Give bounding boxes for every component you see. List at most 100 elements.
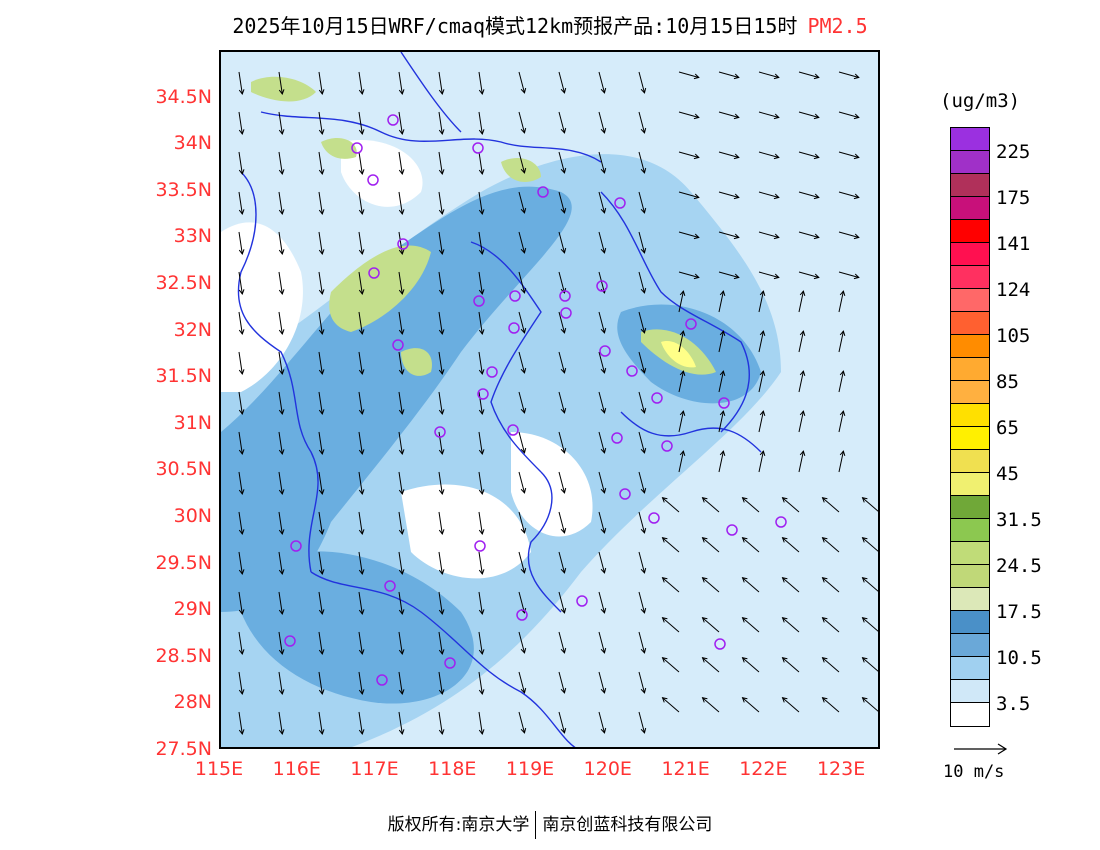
map-title: 2025年10月15日WRF/cmaq模式12km预报产品:10月15日15时 P… [0,10,1100,39]
wind-arrow [398,71,405,96]
wind-arrow [879,291,880,312]
wind-arrow [678,231,700,240]
wind-arrow [478,631,485,656]
wind-arrow [598,191,607,214]
wind-arrow [238,471,245,496]
wind-arrow [718,231,740,240]
wind-arrow [438,311,445,336]
lon-label: 123E [816,758,866,780]
wind-arrow [358,111,365,136]
map-canvas [221,52,880,747]
wind-arrow [318,511,325,536]
wind-arrow [518,711,527,734]
boundary-line [237,171,319,573]
wind-arrow [238,351,245,376]
colorbar-segment [951,657,989,680]
wind-arrow [678,410,686,433]
wind-arrow [781,697,800,713]
wind-arrow [598,391,607,414]
wind-arrow [518,311,527,334]
lat-label: 31N [173,411,212,434]
wind-arrow [718,330,726,353]
station-marker [516,609,528,621]
wind-arrow [358,231,365,256]
boundary-line [527,471,562,613]
wind-arrow [558,671,567,694]
wind-arrow [638,431,647,454]
wind-arrow [438,551,445,576]
wind-arrow [398,111,405,136]
wind-arrow [879,451,880,472]
wind-arrow [238,231,245,256]
wind-arrow [598,111,607,134]
station-marker [486,366,498,378]
wind-arrow [518,551,527,574]
station-marker [626,365,638,377]
title-main: 2025年10月15日WRF/cmaq模式12km预报产品:10月15日15时 [232,14,798,38]
wind-arrow [678,111,700,120]
wind-arrow [518,151,527,174]
colorbar-segment [951,634,989,657]
wind-arrow [861,697,878,712]
wind-arrow [879,112,880,119]
wind-arrow [638,511,647,534]
wind-arrow [638,391,647,414]
wind-arrow [701,537,720,553]
lat-label: 29N [173,598,212,621]
wind-arrow [678,450,686,473]
wind-arrow [638,271,647,294]
lat-label: 34N [173,132,212,155]
wind-arrow [358,671,365,696]
lat-label: 30.5N [155,458,212,481]
wind-arrow [518,191,527,214]
wind-arrow [879,272,880,279]
colorbar-label: 17.5 [996,601,1042,623]
wind-arrow [318,271,325,296]
wind-arrow [741,537,760,553]
colorbar-label: 225 [996,141,1031,163]
wind-arrow [318,231,325,256]
wind-arrow [478,231,485,256]
colorbar [950,127,990,727]
wind-arrow [518,471,527,494]
wind-arrow [558,351,567,374]
station-marker [560,307,572,319]
wind-arrow [678,370,686,393]
wind-arrow [661,697,680,713]
colorbar-segment [951,611,989,634]
wind-arrow [358,471,365,496]
colorbar-segment [951,519,989,542]
wind-arrow [358,71,365,96]
colorbar-segment [951,151,989,174]
wind-arrow [238,151,245,176]
wind-arrow [518,231,527,254]
wind-arrow [478,471,485,496]
wind-arrow [821,617,840,633]
wind-arrow [438,151,445,176]
station-marker [614,197,626,209]
wind-arrow [638,231,647,254]
lat-label: 32.5N [155,272,212,294]
wind-arrow [638,671,647,694]
wind-arrow [518,391,527,414]
lat-label: 29.5N [155,551,212,574]
wind-arrow [558,71,567,94]
wind-arrow [438,711,445,736]
wind-arrow [879,411,880,432]
wind-arrow [278,71,285,96]
wind-arrow [821,577,840,593]
station-marker [576,595,588,607]
footer-left: 版权所有:南京大学 [387,815,530,835]
wind-arrow [238,591,245,616]
concentration-contour [501,157,541,182]
lon-label: 116E [272,758,321,780]
province-boundaries [237,52,762,747]
wind-arrow [879,192,880,199]
wind-arrow [358,591,365,616]
station-marker [648,512,660,524]
wind-arrow [478,551,485,576]
wind-arrow [398,231,405,256]
station-marker [477,388,489,400]
wind-arrow [798,111,820,120]
station-marker [509,290,521,302]
